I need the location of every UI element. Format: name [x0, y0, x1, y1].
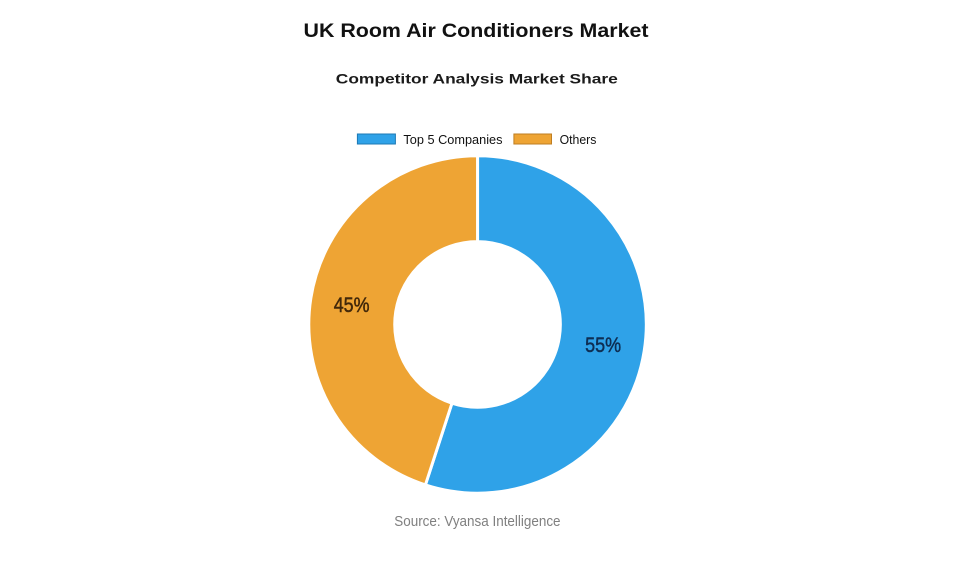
svg-text:Source: Vyansa Intelligence: Source: Vyansa Intelligence: [394, 514, 560, 530]
svg-text:Top 5 Companies: Top 5 Companies: [403, 133, 502, 147]
svg-text:Competitor Analysis Market Sha: Competitor Analysis Market Share: [336, 71, 618, 87]
svg-text:55%: 55%: [585, 333, 621, 357]
svg-text:Others: Others: [560, 133, 597, 147]
svg-text:45%: 45%: [334, 293, 370, 317]
svg-text:UK Room Air Conditioners Marke: UK Room Air Conditioners Market: [304, 20, 650, 42]
